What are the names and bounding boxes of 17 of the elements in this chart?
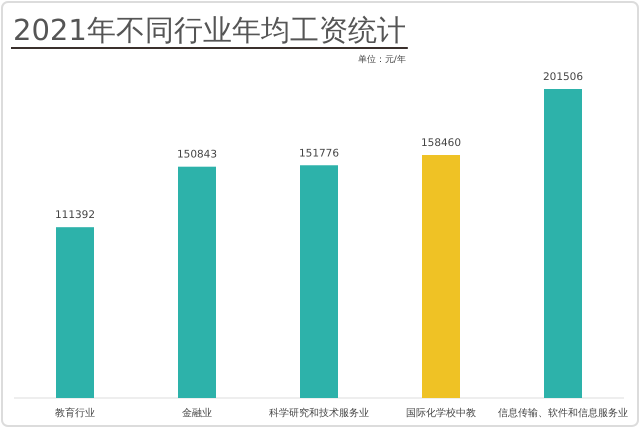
x-tick-label: 教育行业 <box>55 407 95 419</box>
x-tick-label: 信息传输、软件和信息服务业 <box>498 407 628 419</box>
data-label: 150843 <box>176 148 218 161</box>
chart-title: 2021年不同行业年均工资统计 <box>13 13 406 47</box>
x-tick-label: 金融业 <box>182 407 212 419</box>
data-label: 158460 <box>420 137 462 150</box>
bar <box>56 227 94 398</box>
bar <box>300 165 338 398</box>
text: 单位：元/年 <box>358 54 406 65</box>
data-label: 111392 <box>54 209 96 222</box>
data-label: 201506 <box>542 71 584 83</box>
data-label: 151776 <box>298 147 340 160</box>
bar <box>178 166 216 398</box>
bar <box>422 155 460 398</box>
x-tick-label: 科学研究和技术服务业 <box>269 407 369 419</box>
bar <box>544 89 582 398</box>
x-tick-label: 国际化学校中教 <box>406 407 476 419</box>
